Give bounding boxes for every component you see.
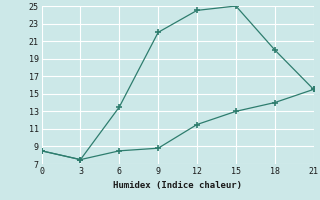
X-axis label: Humidex (Indice chaleur): Humidex (Indice chaleur) — [113, 181, 242, 190]
